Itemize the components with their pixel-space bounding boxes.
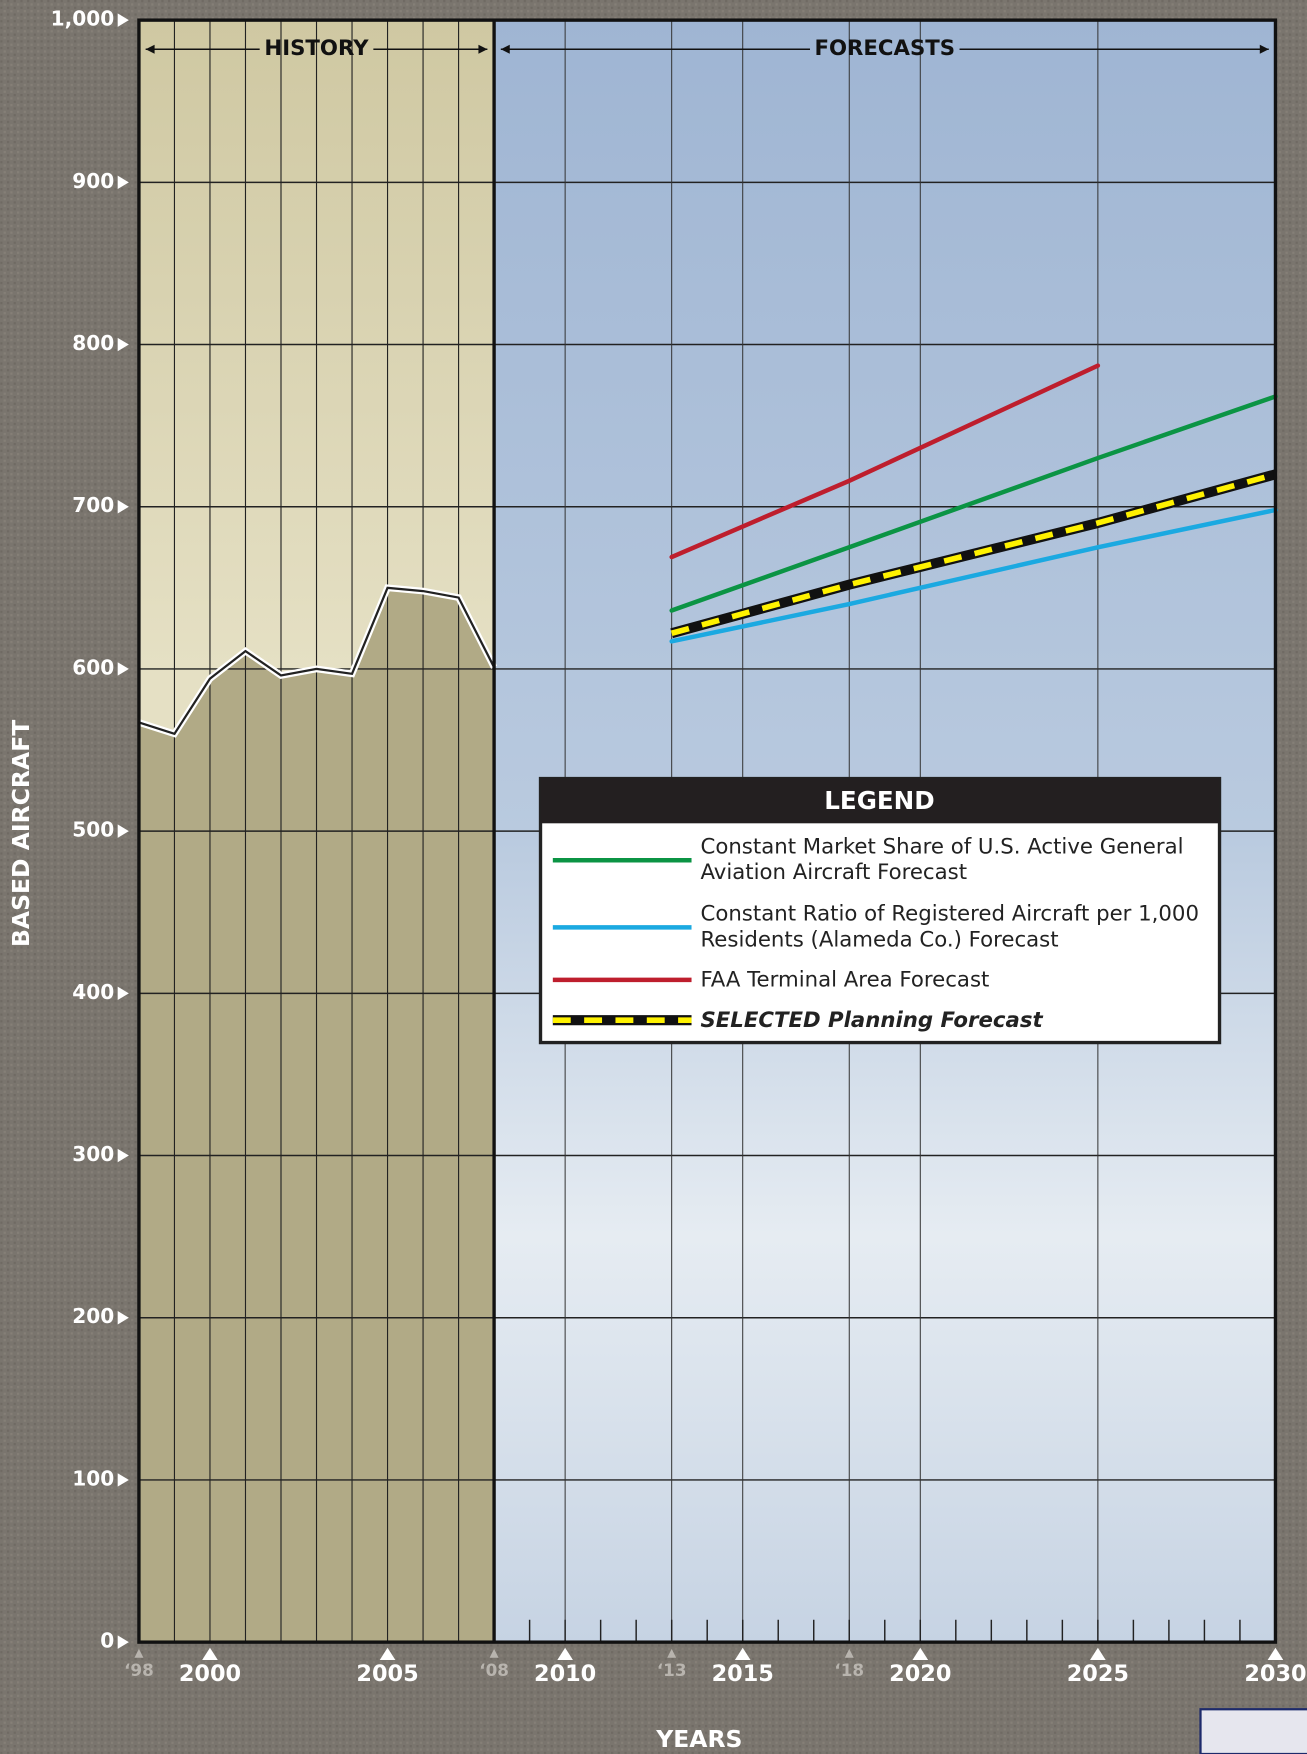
x-axis-title: YEARS <box>655 1725 742 1753</box>
y-tick-label: 500 <box>72 818 114 842</box>
y-tick-marker <box>117 1635 129 1649</box>
y-tick-marker <box>117 1148 129 1163</box>
x-tick-label: 2010 <box>534 1661 596 1687</box>
x-tick-marker <box>844 1648 854 1658</box>
legend-entry: FAA Terminal Area Forecast <box>700 967 990 992</box>
series-line <box>669 363 1101 560</box>
x-tick-marker <box>379 1647 396 1661</box>
x-tick-label: 2005 <box>356 1661 418 1687</box>
x-tick-label: ‘18 <box>834 1660 864 1680</box>
x-tick-marker <box>134 1648 144 1658</box>
x-tick-label: 2000 <box>179 1661 241 1687</box>
y-tick-marker <box>117 986 129 1001</box>
y-tick-label: 800 <box>72 331 114 355</box>
y-tick-label: 100 <box>72 1466 114 1490</box>
x-tick-label: 2015 <box>712 1661 774 1687</box>
x-tick-marker <box>1267 1647 1284 1661</box>
legend-label: SELECTED Planning Forecast <box>700 1007 1043 1032</box>
legend: LEGEND Constant Market Share of U.S. Acti… <box>538 776 1222 1045</box>
y-tick-label: 900 <box>72 169 114 193</box>
y-tick-marker <box>117 13 129 27</box>
y-axis-title: BASED AIRCRAFT <box>7 720 35 947</box>
y-tick-label: 700 <box>72 493 114 517</box>
series-line <box>669 507 1278 644</box>
legend-title: LEGEND <box>824 786 934 815</box>
legend-entry: Constant Ratio of Registered Aircraft pe… <box>700 901 1199 952</box>
section-label: FORECASTS <box>814 36 955 61</box>
x-tick-label: ‘98 <box>124 1660 154 1680</box>
legend-label: FAA Terminal Area Forecast <box>700 967 990 992</box>
series-line <box>669 394 1278 613</box>
y-tick-marker <box>117 337 129 352</box>
legend-entry: SELECTED Planning Forecast <box>700 1007 1043 1032</box>
x-tick-marker <box>734 1647 751 1661</box>
x-tick-marker <box>202 1647 218 1661</box>
history-line <box>138 586 496 736</box>
y-tick-label: 300 <box>72 1142 114 1166</box>
x-tick-marker <box>667 1648 677 1658</box>
y-tick-label: 0 <box>100 1629 114 1653</box>
y-tick-marker <box>117 175 129 190</box>
legend-label: Constant Ratio of Registered Aircraft pe… <box>700 901 1199 952</box>
x-tick-label: ‘13 <box>657 1660 687 1680</box>
logo <box>1199 1708 1307 1754</box>
x-tick-marker <box>557 1647 573 1661</box>
x-tick-label: ‘08 <box>479 1660 509 1680</box>
x-tick-marker <box>912 1647 929 1661</box>
x-tick-label: 2025 <box>1067 1661 1129 1687</box>
x-tick-marker <box>1090 1647 1106 1661</box>
y-tick-marker <box>117 1311 129 1325</box>
y-tick-label: 200 <box>72 1304 114 1328</box>
legend-label: Constant Market Share of U.S. Active Gen… <box>700 834 1184 885</box>
y-tick-label: 1,000 <box>51 7 115 31</box>
x-tick-label: 2020 <box>889 1661 951 1687</box>
y-tick-marker <box>117 1473 129 1487</box>
y-tick-label: 600 <box>72 655 114 679</box>
y-tick-marker <box>117 662 129 676</box>
legend-header <box>540 778 1220 824</box>
x-tick-marker <box>489 1648 499 1658</box>
series-line-base <box>670 469 1277 639</box>
legend-entry: Constant Market Share of U.S. Active Gen… <box>700 834 1184 885</box>
section-label: HISTORY <box>264 36 369 61</box>
y-tick-marker <box>117 824 129 838</box>
y-tick-label: 400 <box>72 980 114 1004</box>
plot-frame <box>137 18 1278 1644</box>
y-tick-marker <box>117 500 129 514</box>
x-tick-label: 2030 <box>1244 1661 1306 1687</box>
